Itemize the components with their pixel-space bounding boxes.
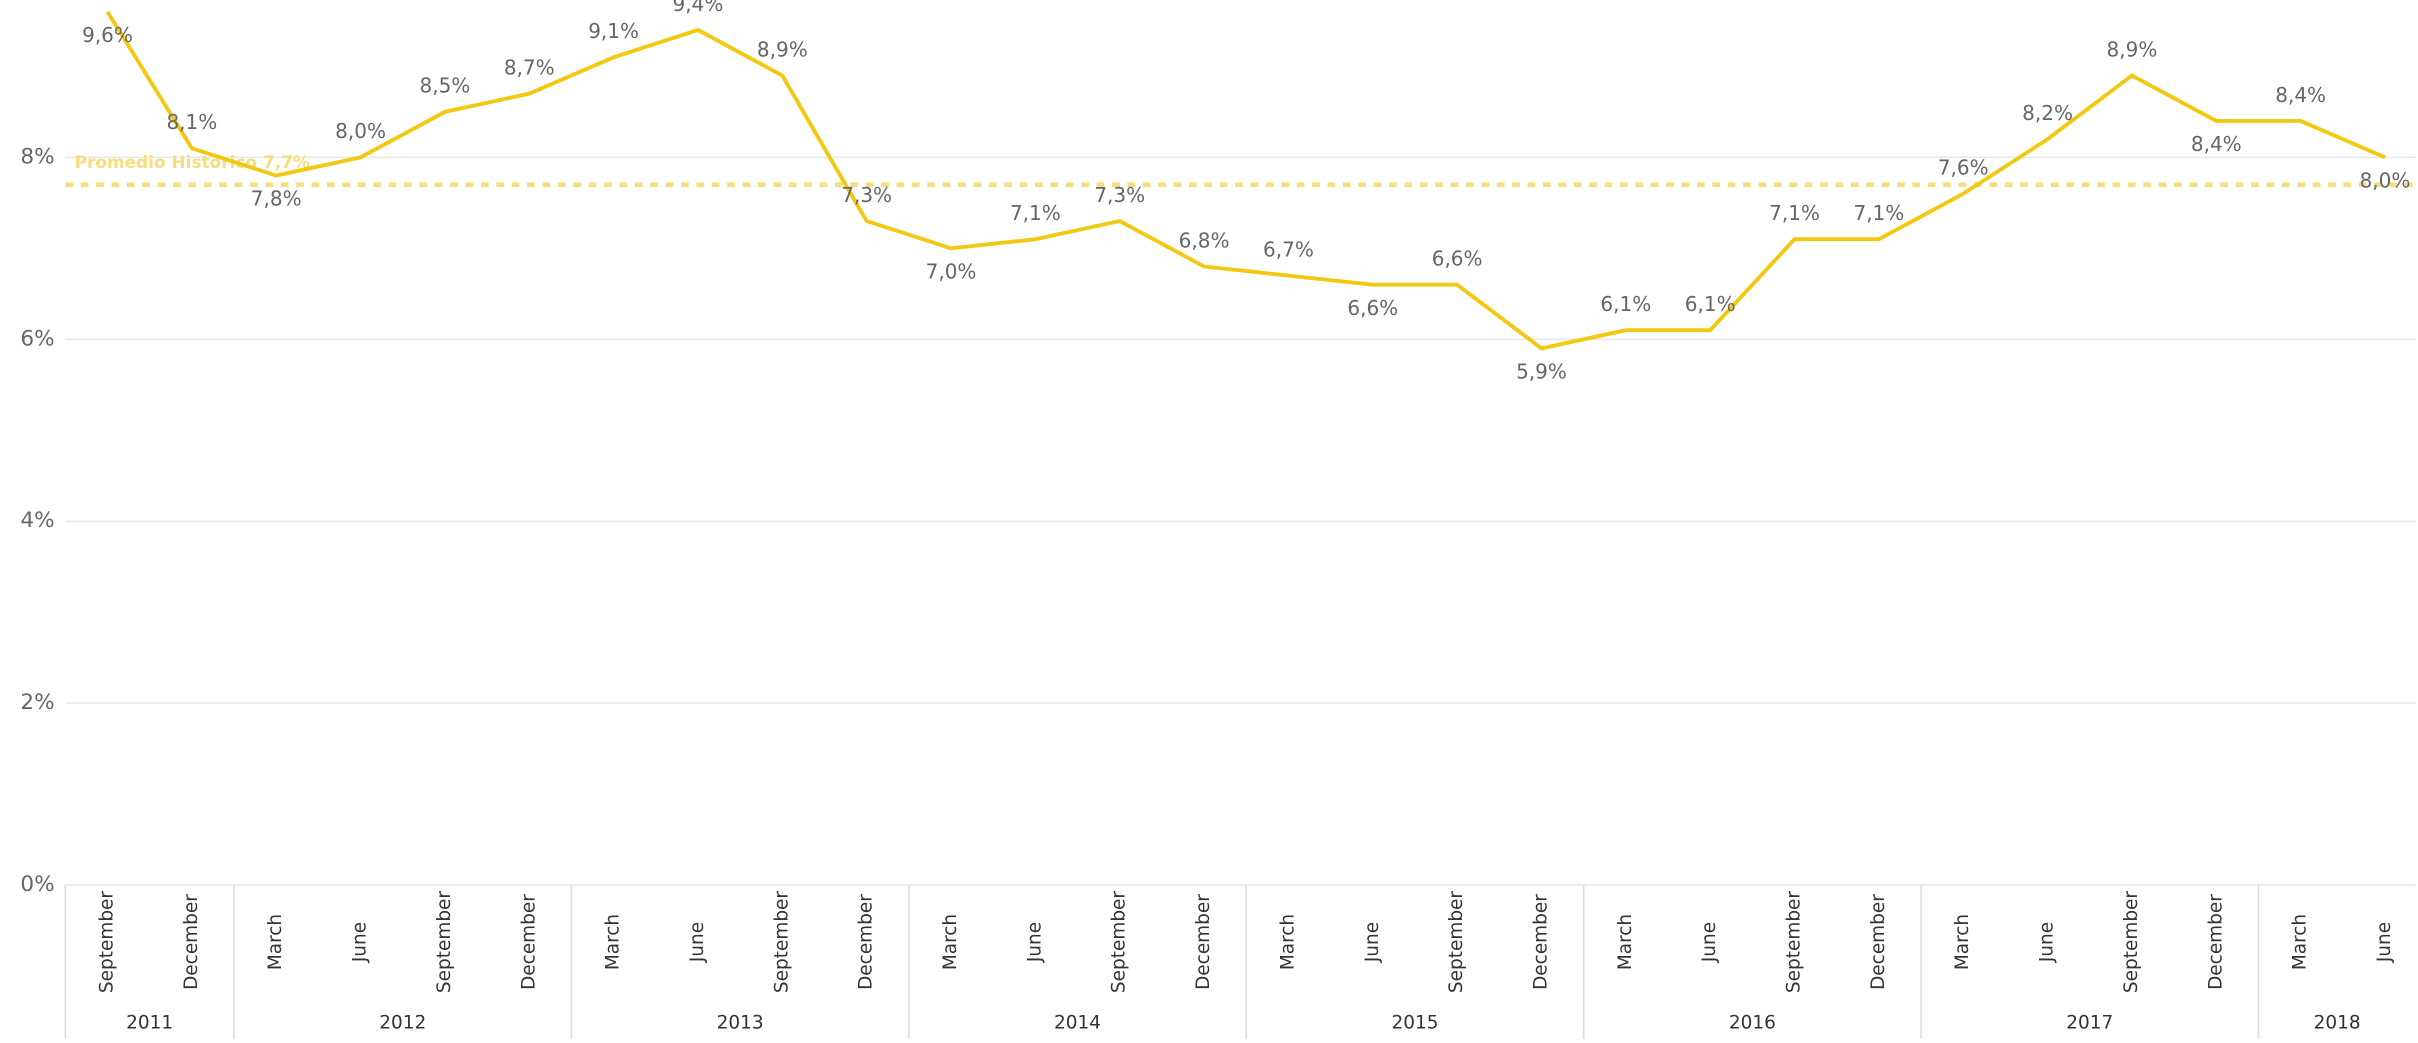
- data-label: 7,6%: [1938, 156, 1989, 180]
- data-label: 7,1%: [1769, 201, 1820, 225]
- x-tick-label: March: [265, 914, 286, 970]
- data-label: 8,1%: [166, 110, 217, 134]
- line: [105, 10, 2386, 351]
- x-tick-label: June: [1362, 922, 1383, 963]
- x-tick-label: December: [1530, 894, 1551, 990]
- x-tick-label: March: [1615, 914, 1636, 970]
- year-label: 2014: [1054, 1013, 1101, 1034]
- data-label: 9,4%: [673, 0, 724, 16]
- x-tick-label: June: [687, 922, 708, 963]
- data-label: 8,0%: [335, 119, 386, 143]
- x-tick-label: September: [97, 891, 118, 993]
- x-tick-label: March: [1952, 914, 1973, 970]
- x-tick-label: March: [603, 914, 624, 970]
- data-label: 8,9%: [2107, 37, 2158, 61]
- year-label: 2017: [2066, 1013, 2113, 1034]
- data-label: 8,0%: [2360, 168, 2411, 192]
- year-label: 2011: [126, 1013, 173, 1034]
- data-label: 8,4%: [2275, 83, 2326, 107]
- data-label: 8,2%: [2022, 101, 2073, 125]
- data-label: 6,8%: [1179, 228, 1230, 252]
- data-label: 8,9%: [757, 37, 808, 61]
- data-label: 7,1%: [1853, 201, 1904, 225]
- data-label: 7,0%: [926, 259, 977, 283]
- y-tick-label: 0%: [20, 872, 54, 897]
- data-label: 8,4%: [2191, 132, 2242, 156]
- x-tick-label: June: [2037, 922, 2058, 963]
- data-label: 7,8%: [251, 187, 302, 211]
- x-tick-label: June: [2374, 922, 2395, 963]
- x-tick-label: June: [1024, 922, 1045, 963]
- data-label: 9,6%: [82, 23, 133, 47]
- data-label: 8,5%: [420, 74, 471, 98]
- data-label: 6,1%: [1685, 292, 1736, 316]
- x-tick-label: June: [350, 922, 371, 963]
- year-label: 2012: [379, 1013, 426, 1034]
- x-tick-label: March: [2290, 914, 2311, 970]
- x-tick-label: September: [434, 891, 455, 993]
- y-tick-label: 6%: [20, 326, 54, 351]
- data-label: 6,6%: [1347, 296, 1398, 320]
- x-tick-label: March: [940, 914, 961, 970]
- year-label: 2015: [1391, 1013, 1438, 1034]
- x-tick-label: December: [181, 894, 202, 990]
- x-tick-label: September: [2121, 891, 2142, 993]
- x-tick-label: September: [771, 891, 792, 993]
- data-label: 7,3%: [841, 183, 892, 207]
- x-tick-label: December: [2205, 894, 2226, 990]
- x-tick-label: June: [1699, 922, 1720, 963]
- data-label: 6,1%: [1600, 292, 1651, 316]
- year-label: 2013: [717, 1013, 764, 1034]
- reference-label: Promedio Histórico 7,7%: [75, 152, 310, 172]
- x-tick-label: March: [1277, 914, 1298, 970]
- data-label: 6,7%: [1263, 237, 1314, 261]
- x-tick-label: December: [1193, 894, 1214, 990]
- data-label: 7,3%: [1094, 183, 1145, 207]
- y-tick-label: 4%: [20, 508, 54, 533]
- x-tick-label: December: [856, 894, 877, 990]
- y-tick-label: 2%: [20, 690, 54, 715]
- x-tick-label: December: [1868, 894, 1889, 990]
- data-label: 7,1%: [1010, 201, 1061, 225]
- year-label: 2016: [1729, 1013, 1776, 1034]
- x-tick-label: September: [1446, 891, 1467, 993]
- data-label: 8,7%: [504, 56, 555, 80]
- x-tick-label: September: [1109, 891, 1130, 993]
- data-label: 6,6%: [1432, 247, 1483, 271]
- y-tick-label: 8%: [20, 144, 54, 169]
- x-tick-label: September: [1784, 891, 1805, 993]
- x-tick-label: December: [518, 894, 539, 990]
- data-label: 9,1%: [588, 19, 639, 43]
- data-label: 5,9%: [1516, 360, 1567, 384]
- year-label: 2018: [2314, 1013, 2361, 1034]
